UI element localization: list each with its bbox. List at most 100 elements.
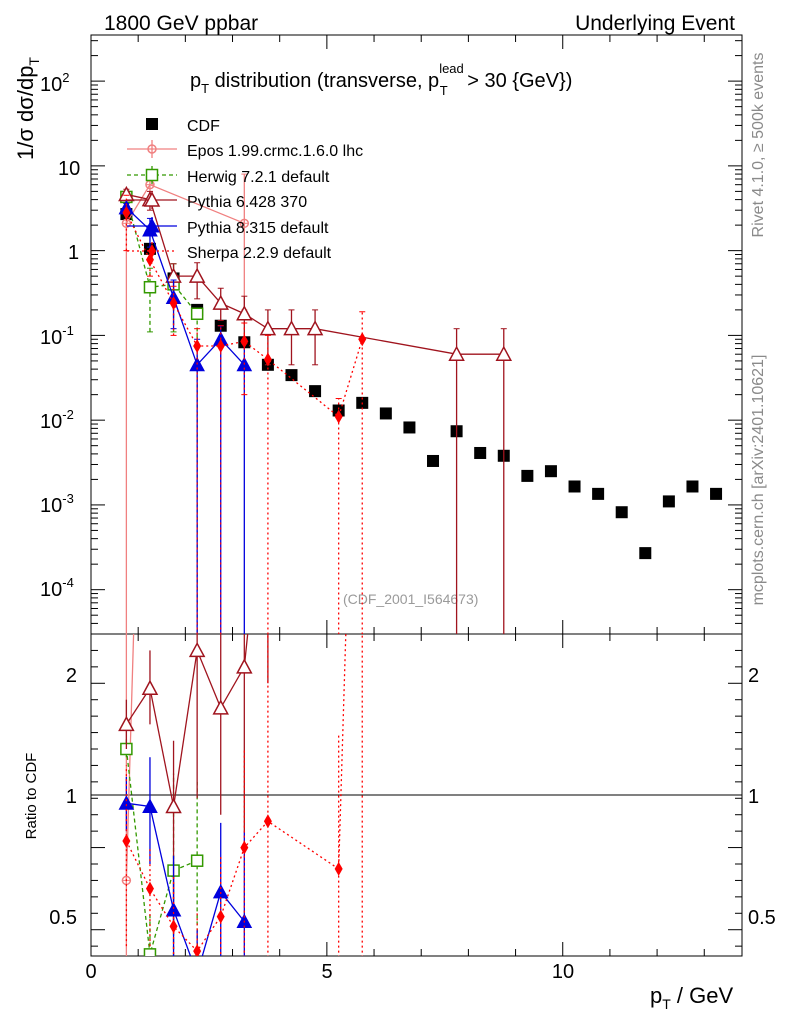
pythia8-ratio-point (212, 883, 229, 899)
cdf-data-point (615, 506, 628, 519)
herwig-point (190, 307, 204, 321)
axis-ticks (90, 35, 742, 956)
ratio-y-axis-label: Ratio to CDF (23, 753, 40, 840)
epos-point (145, 179, 155, 190)
x-tick-label: 0 (85, 961, 96, 983)
pythia8-ratio-point (190, 967, 204, 980)
legend-label: Herwig 7.2.1 default (187, 169, 330, 186)
sherpa-ratio-point (334, 861, 343, 876)
plot-title: pT distribution (transverse, plead T > 30… (190, 61, 572, 98)
legend-label: Pythia 6.428 370 (187, 194, 307, 211)
tick-labels: 0 5 10 102 10 1 10-1 10-2 10-3 10-4 2 1 … (40, 70, 776, 983)
sherpa-point (263, 352, 272, 367)
pythia6-ratio-point (188, 641, 206, 658)
legend-label: CDF (187, 118, 220, 135)
legend-label: Sherpa 2.2.9 default (187, 245, 332, 262)
cdf-data-point (403, 421, 416, 434)
pythia6-point (259, 320, 277, 336)
epos-ratio-point (146, 71, 154, 79)
sherpa-ratio-point (122, 834, 131, 848)
herwig-series-line (125, 196, 198, 315)
sherpa-point (122, 205, 131, 220)
header-right: Underlying Event (575, 12, 735, 35)
cdf-data-point (568, 480, 581, 493)
sherpa-point (358, 332, 367, 347)
cdf-data-point (662, 495, 675, 508)
herwig-ratio-point (143, 948, 157, 956)
y-axis-label: 1/σ dσ/dpT (13, 57, 42, 160)
pythia8-ratio-point (165, 901, 182, 917)
ratio-tick-label-right: 0.5 (748, 907, 776, 929)
epos-ratio-line (125, 634, 135, 881)
x-tick-label: 10 (552, 961, 574, 983)
ratio-tick-label-right: 2 (748, 665, 759, 687)
pythia6-point (495, 345, 513, 361)
mcplots-label: mcplots.cern.ch [arXiv:2401.10621] (750, 355, 767, 606)
rivet-label: Rivet 4.1.0, ≥ 500k events (750, 53, 767, 238)
legend-label: Epos 1.99.crmc.1.6.0 lhc (187, 143, 363, 160)
ratio-tick-label: 2 (66, 665, 77, 687)
pythia6-legend-marker (143, 191, 161, 207)
cdf-data-point (285, 369, 298, 382)
sherpa-point (145, 252, 154, 267)
ratio-tick-label-right: 1 (748, 786, 759, 808)
cdf-data-point (427, 454, 440, 467)
sherpa-ratio-point (263, 814, 272, 829)
pythia6-ratio-point (165, 797, 182, 814)
sherpa-point (240, 334, 249, 349)
ratio-tick-label: 0.5 (49, 907, 77, 929)
herwig-ratio-point (190, 854, 204, 867)
y-tick-label: 10-4 (40, 575, 74, 601)
sherpa-point (193, 338, 202, 353)
pythia6-ratio-point (261, 430, 275, 443)
ratio-plot-marks (118, 71, 363, 980)
pythia8-ratio-point (118, 795, 135, 810)
legend-label: Pythia 8.315 default (187, 220, 329, 237)
sherpa-ratio-point (145, 881, 154, 896)
sherpa-ratio-point (193, 944, 202, 956)
sherpa-ratio-point (240, 840, 249, 855)
cdf-data-point (521, 469, 534, 482)
herwig-point (143, 280, 157, 294)
pythia6-ratio-point (212, 699, 229, 715)
herwig-legend-marker (145, 168, 159, 182)
sherpa-point (169, 296, 178, 311)
pythia8-ratio-point (142, 798, 158, 813)
sherpa-legend-marker (148, 244, 156, 258)
cdf-data-point (309, 385, 322, 398)
pythia6-point (236, 305, 253, 321)
cdf-data-point (474, 446, 487, 459)
cdf-data-point (592, 487, 605, 500)
cdf-legend-marker (146, 118, 158, 130)
y-tick-label: 1 (68, 242, 79, 264)
pythia8-legend-marker (144, 217, 160, 233)
sherpa-ratio-point (216, 909, 225, 924)
x-tick-label: 5 (321, 961, 332, 983)
pythia6-ratio-point (118, 715, 135, 732)
sherpa-point (216, 338, 225, 353)
sherpa-point (334, 409, 343, 424)
ratio-tick-label: 1 (66, 786, 77, 808)
y-tick-label: 10 (58, 158, 80, 180)
y-tick-label: 10-2 (40, 407, 74, 433)
pythia6-point (212, 294, 229, 310)
pythia6-point (283, 320, 300, 336)
cdf-data-point (639, 547, 652, 560)
epos-ratio-point-ring (146, 71, 154, 79)
y-tick-label: 10-3 (40, 491, 74, 517)
pythia6-ratio-point (141, 679, 159, 695)
y-tick-label: 102 (40, 70, 69, 96)
pythia6-ratio-point (236, 658, 253, 674)
herwig-ratio-line (125, 748, 198, 955)
epos-legend-marker (147, 144, 157, 154)
x-axis-label: pT / GeV (650, 983, 733, 1012)
header-left: 1800 GeV ppbar (104, 12, 258, 35)
cdf-data-point (710, 487, 723, 500)
epos-point (239, 218, 250, 229)
cdf-data-point (686, 480, 699, 493)
analysis-watermark: (CDF_2001_I564673) (343, 591, 478, 607)
y-tick-label: 10-1 (40, 323, 74, 349)
pythia6-point (306, 320, 324, 336)
pythia6-point (448, 345, 465, 361)
